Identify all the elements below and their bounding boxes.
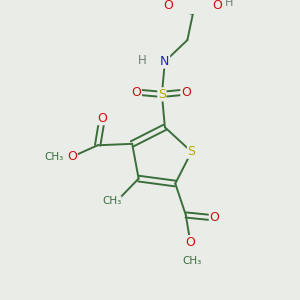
Text: O: O (67, 150, 77, 163)
Text: CH₃: CH₃ (182, 256, 201, 266)
Text: O: O (185, 236, 195, 249)
Text: CH₃: CH₃ (102, 196, 121, 206)
Text: O: O (181, 85, 191, 99)
Text: H: H (225, 0, 233, 8)
Text: O: O (212, 0, 222, 12)
Text: N: N (160, 55, 170, 68)
Text: O: O (163, 0, 173, 12)
Text: S: S (188, 145, 196, 158)
Text: H: H (138, 54, 147, 68)
Text: O: O (97, 112, 107, 124)
Text: O: O (209, 211, 219, 224)
Text: O: O (131, 85, 141, 99)
Text: CH₃: CH₃ (45, 152, 64, 162)
Text: S: S (158, 88, 166, 101)
